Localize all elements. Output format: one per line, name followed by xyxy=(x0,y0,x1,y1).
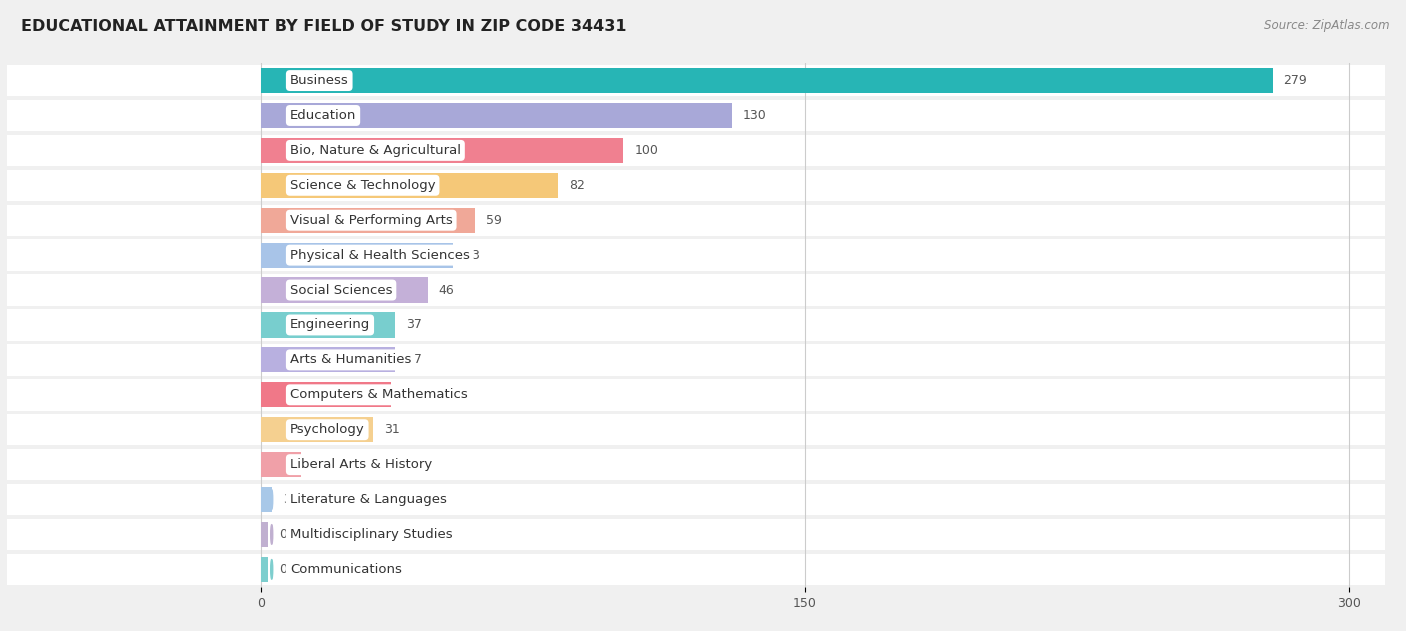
Text: 0: 0 xyxy=(278,528,287,541)
Text: Multidisciplinary Studies: Multidisciplinary Studies xyxy=(290,528,453,541)
Bar xyxy=(7,484,1385,516)
Text: EDUCATIONAL ATTAINMENT BY FIELD OF STUDY IN ZIP CODE 34431: EDUCATIONAL ATTAINMENT BY FIELD OF STUDY… xyxy=(21,19,627,34)
Circle shape xyxy=(271,211,273,230)
Bar xyxy=(262,242,453,268)
Text: 37: 37 xyxy=(406,319,422,331)
Bar xyxy=(7,134,1385,166)
Bar xyxy=(7,65,1385,97)
Text: Computers & Mathematics: Computers & Mathematics xyxy=(290,388,468,401)
Text: Psychology: Psychology xyxy=(290,423,364,436)
Circle shape xyxy=(271,71,273,90)
Bar xyxy=(7,344,1385,375)
Text: 37: 37 xyxy=(406,353,422,367)
Bar xyxy=(7,414,1385,445)
Text: Engineering: Engineering xyxy=(290,319,370,331)
Text: 0: 0 xyxy=(278,563,287,576)
Bar xyxy=(262,452,301,477)
Text: Liberal Arts & History: Liberal Arts & History xyxy=(290,458,432,471)
Text: Social Sciences: Social Sciences xyxy=(290,283,392,297)
Text: 130: 130 xyxy=(744,109,766,122)
Bar xyxy=(262,382,391,408)
Bar xyxy=(262,103,733,128)
Bar xyxy=(262,138,623,163)
Bar xyxy=(262,487,271,512)
Text: 279: 279 xyxy=(1284,74,1308,87)
Text: 53: 53 xyxy=(464,249,479,262)
Bar xyxy=(7,274,1385,306)
Text: 11: 11 xyxy=(312,458,328,471)
Bar xyxy=(262,522,269,547)
Text: Source: ZipAtlas.com: Source: ZipAtlas.com xyxy=(1264,19,1389,32)
Bar xyxy=(262,278,427,303)
Circle shape xyxy=(271,455,273,475)
Bar xyxy=(262,208,475,233)
Bar xyxy=(7,519,1385,550)
Bar xyxy=(7,204,1385,236)
Circle shape xyxy=(271,420,273,439)
Bar xyxy=(7,449,1385,480)
Circle shape xyxy=(271,280,273,300)
Bar xyxy=(7,553,1385,585)
Text: Science & Technology: Science & Technology xyxy=(290,179,436,192)
Circle shape xyxy=(271,316,273,334)
Bar xyxy=(7,170,1385,201)
Text: Communications: Communications xyxy=(290,563,402,576)
Bar xyxy=(262,312,395,338)
Text: Physical & Health Sciences: Physical & Health Sciences xyxy=(290,249,470,262)
Circle shape xyxy=(271,245,273,265)
Circle shape xyxy=(271,385,273,404)
Text: Bio, Nature & Agricultural: Bio, Nature & Agricultural xyxy=(290,144,461,157)
Bar xyxy=(7,309,1385,341)
Text: 46: 46 xyxy=(439,283,454,297)
Text: Visual & Performing Arts: Visual & Performing Arts xyxy=(290,214,453,227)
Circle shape xyxy=(271,106,273,125)
Bar xyxy=(262,557,269,582)
Circle shape xyxy=(271,141,273,160)
Bar xyxy=(7,100,1385,131)
Bar xyxy=(7,239,1385,271)
Text: 3: 3 xyxy=(283,493,291,506)
Circle shape xyxy=(271,175,273,195)
Circle shape xyxy=(271,350,273,370)
Text: Arts & Humanities: Arts & Humanities xyxy=(290,353,411,367)
Bar xyxy=(7,379,1385,411)
Circle shape xyxy=(271,490,273,509)
Text: Business: Business xyxy=(290,74,349,87)
Text: 100: 100 xyxy=(634,144,658,157)
Text: Education: Education xyxy=(290,109,356,122)
Bar xyxy=(262,173,558,198)
Text: 31: 31 xyxy=(384,423,399,436)
Circle shape xyxy=(271,560,273,579)
Text: 36: 36 xyxy=(402,388,418,401)
Text: Literature & Languages: Literature & Languages xyxy=(290,493,447,506)
Circle shape xyxy=(271,525,273,544)
Bar xyxy=(262,417,373,442)
Text: 59: 59 xyxy=(485,214,502,227)
Bar xyxy=(262,347,395,372)
Text: 82: 82 xyxy=(569,179,585,192)
Bar xyxy=(262,68,1272,93)
